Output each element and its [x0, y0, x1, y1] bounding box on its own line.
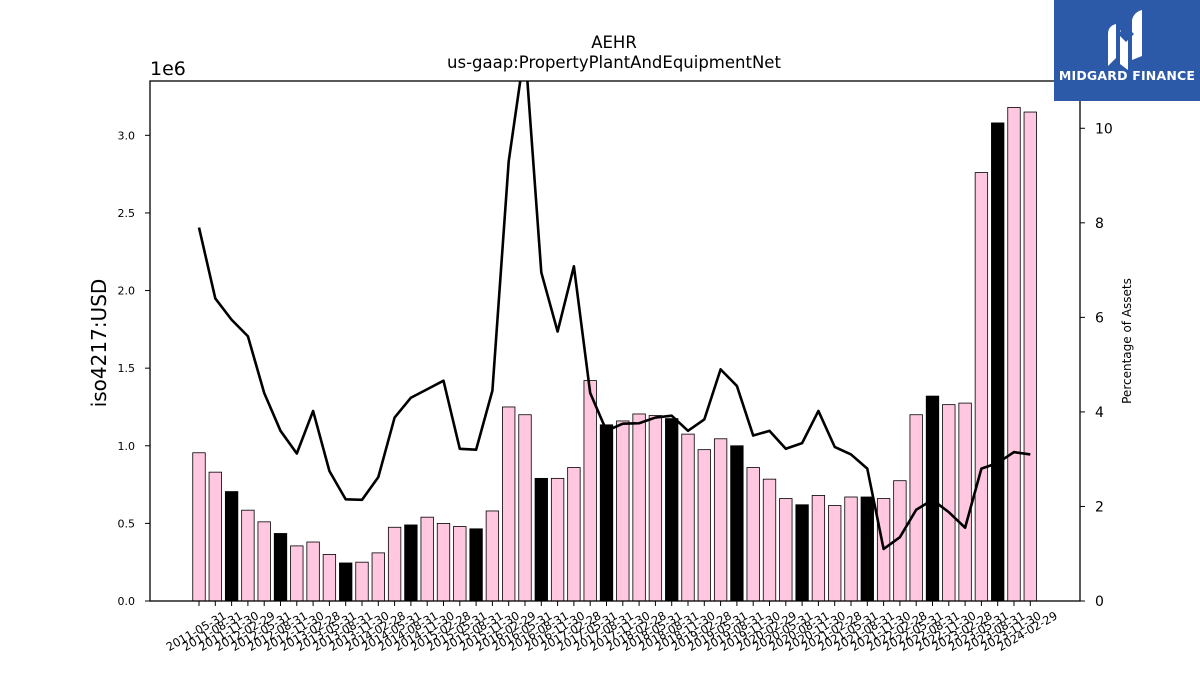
bar [958, 402, 972, 602]
midgard-finance-logo: MIDGARD FINANCE [1054, 0, 1200, 101]
y2-tick-label: 6 [1095, 310, 1104, 326]
bar [762, 478, 777, 602]
bar [322, 554, 337, 602]
bar [974, 172, 989, 602]
bar [779, 498, 793, 602]
bar [583, 380, 597, 602]
bar [257, 521, 271, 602]
bar [502, 406, 516, 602]
bar [485, 510, 500, 602]
y2-tick-label: 8 [1095, 216, 1104, 232]
bar [550, 477, 565, 602]
chart-title: AEHR [591, 33, 637, 52]
bar [355, 561, 369, 602]
bar [469, 528, 483, 602]
logo-text: MIDGARD FINANCE [1058, 68, 1196, 83]
y2-tick-label: 4 [1095, 405, 1104, 421]
bar [697, 449, 711, 602]
y-tick-label: 1.5 [118, 362, 136, 375]
bar [453, 526, 467, 602]
bar [599, 424, 614, 602]
bar [339, 562, 353, 602]
plot-area: 0.00.51.01.52.02.53.002468102011-05-3120… [118, 81, 1113, 654]
bar [224, 491, 239, 602]
bar [713, 438, 728, 602]
y-offset-label: 1e6 [150, 58, 186, 80]
y-tick-label: 0.0 [118, 595, 136, 608]
plot-frame [149, 80, 1081, 602]
bar [567, 467, 581, 602]
bar [436, 522, 451, 602]
bar [648, 415, 663, 602]
y-axis-label: iso4217:USD [87, 279, 111, 408]
bar [306, 541, 320, 602]
bar [942, 404, 956, 602]
bar [420, 516, 434, 602]
bar [518, 414, 532, 602]
bar [681, 433, 695, 602]
y-tick-label: 0.5 [118, 517, 136, 530]
bar [616, 420, 630, 602]
bar [387, 526, 402, 602]
bar [746, 467, 760, 602]
bar [273, 533, 288, 602]
bar [860, 496, 874, 602]
bar [290, 545, 304, 602]
bar [991, 122, 1005, 602]
y2-tick-label: 10 [1095, 121, 1113, 137]
y2-tick-label: 2 [1095, 499, 1104, 515]
bar [795, 504, 809, 602]
bar [192, 452, 206, 602]
y-tick-label: 1.0 [118, 440, 136, 453]
bar [1007, 106, 1021, 602]
bar [828, 505, 842, 602]
y2-tick-label: 0 [1095, 594, 1104, 610]
y-tick-label: 2.0 [118, 285, 136, 298]
bar [534, 477, 548, 602]
bar [1023, 111, 1037, 602]
bar [241, 509, 255, 602]
y-tick-label: 2.5 [118, 207, 136, 220]
bar [811, 495, 826, 602]
bar [371, 552, 385, 602]
series-line [197, 81, 1031, 551]
bar [404, 524, 418, 602]
bar [208, 471, 222, 602]
midgard-logo-icon [1108, 10, 1142, 70]
bar [665, 418, 679, 602]
bar [730, 445, 744, 602]
bar [844, 496, 858, 602]
y-tick-label: 3.0 [118, 129, 136, 142]
chart-subtitle: us-gaap:PropertyPlantAndEquipmentNet [447, 53, 781, 72]
bar [632, 413, 646, 602]
y2-axis-label: Percentage of Assets [1120, 278, 1134, 404]
